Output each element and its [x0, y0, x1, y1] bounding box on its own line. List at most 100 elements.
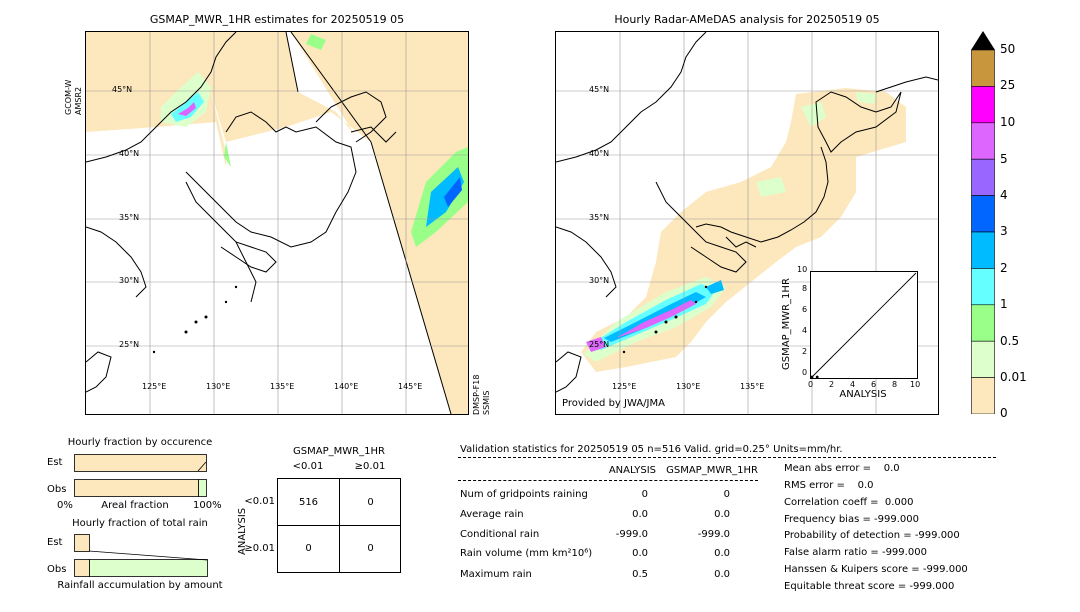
right-map: 45°N 40°N 35°N 30°N 25°N 125°E 130°E 135… — [555, 31, 939, 415]
total-rain-chart — [74, 532, 208, 578]
swath-edge-3 — [285, 32, 299, 93]
inset-xtick-6: 6 — [871, 380, 877, 389]
contingency-row-lt: <0.01 — [244, 496, 275, 507]
rain-patch-north — [306, 34, 326, 50]
left-lon-label-140: 140°E — [334, 382, 359, 391]
left-lat-label-35: 35°N — [119, 213, 140, 222]
inset-xtick-4: 4 — [850, 380, 856, 389]
inset-xtick-0: 0 — [808, 380, 814, 389]
validation-row-gsmap-4: 0.0 — [714, 569, 730, 580]
colorbar-segment-2 — [971, 122, 995, 160]
inset-xtick-8: 8 — [892, 380, 898, 389]
right-rain-south-patch — [586, 337, 606, 352]
left-lon-label-135: 135°E — [270, 382, 295, 391]
total-rain-x-label: Rainfall accumulation by amount — [57, 580, 223, 591]
left-lat-label-30: 30°N — [119, 276, 140, 285]
colorbar-canvas — [971, 31, 995, 415]
occurrence-est-label: Est — [47, 457, 63, 468]
inset-xtick-10: 10 — [910, 380, 921, 389]
contingency-cell-10: 0 — [305, 543, 312, 554]
right-lat-label-45: 45°N — [589, 85, 610, 94]
colorbar-segment-0 — [971, 49, 995, 87]
cbar-label-25: 25 — [1000, 78, 1016, 92]
left-lon-label-125: 125°E — [142, 382, 167, 391]
contingency-cell-01: 0 — [367, 497, 374, 508]
occurrence-title: Hourly fraction by occurence — [67, 437, 213, 448]
right-rain-light-1 — [801, 102, 826, 127]
inset-ytick-8: 8 — [802, 284, 808, 293]
right-lat-label-35: 35°N — [589, 213, 610, 222]
validation-row-label-3: Rain volume (mm km²10⁶) — [460, 548, 593, 559]
validation-row-analysis-0: 0 — [641, 489, 648, 500]
right-lat-label-40: 40°N — [589, 149, 610, 158]
occurrence-obs-label: Obs — [47, 484, 67, 495]
inset-ylabel: GSMAP_MWR_1HR — [781, 278, 792, 370]
validation-table-rule — [458, 480, 758, 481]
left-map-islands — [152, 285, 238, 354]
contingency-cell-00: 516 — [298, 497, 319, 508]
right-lon-label-135: 135°E — [740, 382, 765, 391]
inset-xtick-2: 2 — [829, 380, 835, 389]
data-credit: Provided by JWA/JMA — [562, 398, 665, 409]
cbar-label-0.01: 0.01 — [1000, 370, 1027, 384]
validation-row-gsmap-2: -999.0 — [697, 529, 730, 540]
validation-row-analysis-4: 0.5 — [632, 569, 648, 580]
right-lat-label-25: 25°N — [589, 340, 610, 349]
right-lon-label-125: 125°E — [612, 382, 637, 391]
cbar-label-50: 50 — [1000, 42, 1016, 56]
rain-patch-mid — [171, 92, 204, 122]
occurrence-obs-bar — [74, 479, 199, 497]
left-map-grid — [86, 32, 468, 414]
score-pod: Probability of detection = -999.000 — [784, 530, 960, 541]
left-map-canvas — [86, 32, 468, 414]
right-rain-east-patch — [706, 280, 724, 294]
inset-point-1 — [815, 375, 819, 379]
cbar-label-1: 1 — [1000, 297, 1008, 311]
contingency-title: GSMAP_MWR_1HR — [293, 446, 385, 457]
total-rain-divider — [88, 550, 208, 561]
total-rain-obs-bar — [74, 559, 90, 577]
validation-row-label-4: Maximum rain — [460, 569, 532, 580]
inset-ytick-6: 6 — [802, 305, 808, 314]
occurrence-divider — [197, 461, 207, 472]
occurrence-x-mid: Areal fraction — [101, 500, 169, 511]
colorbar-segment-7 — [971, 304, 995, 342]
colorbar — [971, 30, 995, 415]
swath-edge-2 — [370, 141, 452, 414]
occurrence-canvas — [74, 454, 207, 497]
validation-row-label-1: Average rain — [460, 509, 524, 520]
contingency-row-ge: ≥0.01 — [244, 543, 275, 554]
validation-col-gsmap: GSMAP_MWR_1HR — [666, 465, 758, 476]
left-lat-label-40: 40°N — [119, 149, 140, 158]
occurrence-obs-bar-rain — [198, 479, 207, 497]
right-rain-light-3 — [756, 177, 786, 197]
swath-east — [291, 32, 468, 414]
left-map-title: GSMAP_MWR_1HR estimates for 20250519 05 — [149, 13, 405, 26]
colorbar-over-arrow — [971, 31, 995, 50]
contingency-col-ge: ≥0.01 — [354, 461, 386, 472]
right-rain-band-purple — [616, 300, 696, 338]
score-rmse: RMS error = 0.0 — [784, 480, 874, 491]
colorbar-segment-3 — [971, 158, 995, 196]
rain-patch-strong — [178, 102, 196, 116]
right-rain-band-blue — [604, 292, 706, 342]
score-far: False alarm ratio = -999.000 — [784, 547, 927, 558]
validation-row-analysis-2: -999.0 — [615, 529, 648, 540]
total-rain-canvas — [74, 534, 208, 577]
left-lat-label-25: 25°N — [119, 340, 140, 349]
contingency-col-lt: <0.01 — [292, 461, 324, 472]
validation-row-gsmap-0: 0 — [723, 489, 730, 500]
score-freq-bias: Frequency bias = -999.000 — [784, 514, 919, 525]
validation-header-rule — [458, 457, 996, 458]
inset-scatter-canvas — [810, 272, 917, 379]
inset-diagonal — [811, 272, 917, 378]
swath-edge-1 — [290, 32, 372, 143]
rain-patch-east-strong — [444, 177, 462, 207]
inset-ytick-10: 10 — [797, 265, 808, 274]
validation-row-gsmap-1: 0.0 — [714, 509, 730, 520]
right-map-canvas — [556, 32, 938, 414]
inset-point-0 — [810, 375, 814, 379]
inset-xlabel: ANALYSIS — [839, 389, 887, 400]
left-lat-label-45: 45°N — [112, 85, 133, 94]
inset-ytick-2: 2 — [802, 347, 808, 356]
